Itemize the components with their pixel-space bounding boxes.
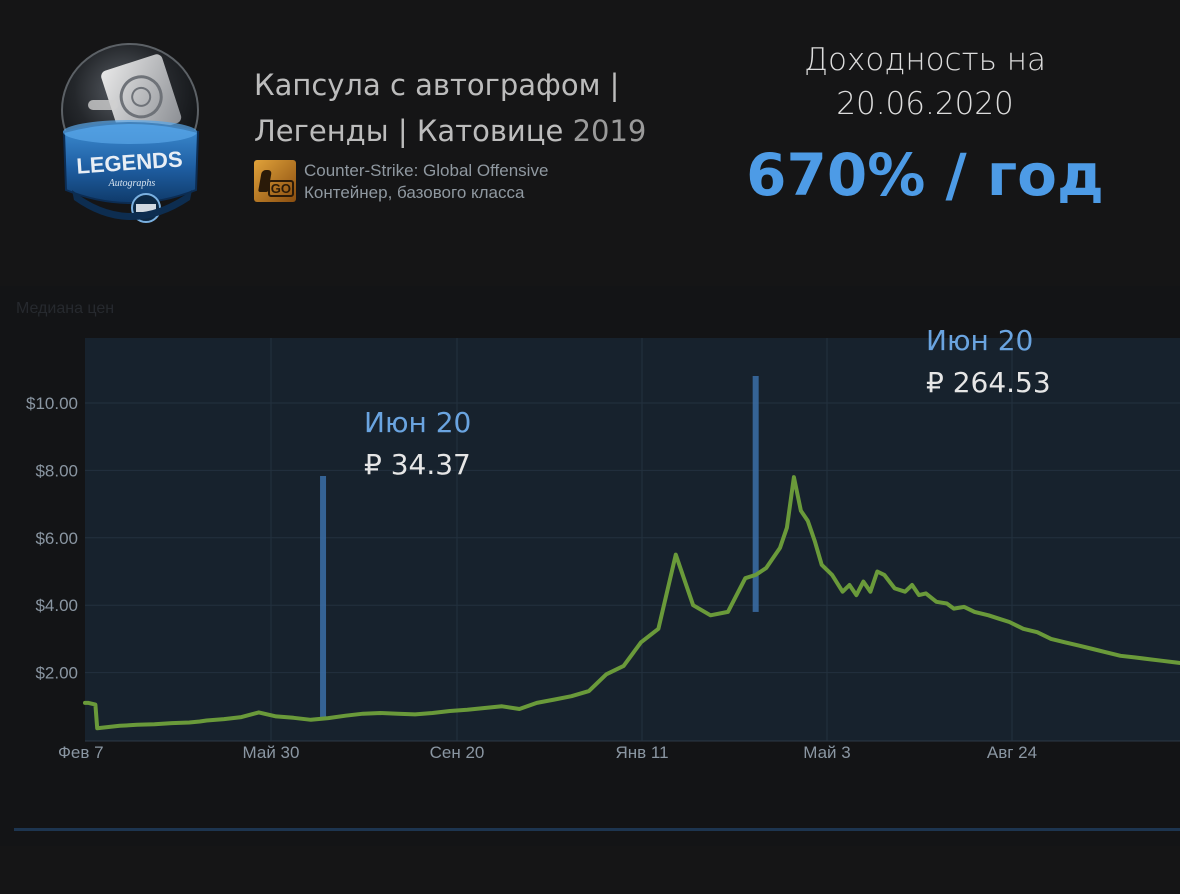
x-tick-label: Фев 7 [58, 743, 104, 762]
yield-label-line1: Доходность на [803, 42, 1047, 78]
x-tick-label: Май 3 [803, 743, 850, 762]
x-tick-label: Май 30 [243, 743, 300, 762]
item-title-year: 2019 [572, 114, 647, 148]
x-tick-label: Сен 20 [430, 743, 485, 762]
y-tick-label: $8.00 [35, 461, 78, 480]
chart-svg[interactable]: $2.00 $4.00 $6.00 $8.00 $10.00 Фев 7 Май 30 Сен… [0, 286, 1180, 846]
annotation-date: Июн 20 [364, 406, 472, 439]
item-title: Капсула с автографом | Легенды | Катовиц… [254, 62, 674, 154]
price-line [83, 475, 1180, 731]
y-tick-label: $4.00 [35, 596, 78, 615]
y-tick-label: $10.00 [26, 394, 78, 413]
y-axis-label: Медиана цен [16, 300, 115, 317]
annotation-price: ₽ 34.37 [364, 448, 471, 481]
range-slider-track [14, 828, 1180, 831]
annotation-marker [752, 376, 759, 612]
y-tick-label: $2.00 [35, 664, 78, 683]
capsule-image: LEGENDS Autographs [61, 43, 200, 223]
yield-value: 670% / год [746, 141, 1104, 209]
item-title-line1: Капсула с автографом | [254, 68, 620, 102]
item-title-name: Легенды | Катовице [254, 114, 573, 148]
x-tick-label: Авг 24 [987, 743, 1037, 762]
game-name: Counter-Strike: Global Offensive [304, 161, 549, 180]
csgo-badge: GO [267, 180, 294, 197]
item-title-line2: Легенды | Катовице 2019 [254, 108, 674, 154]
yield-date: 20.06.2020 [836, 86, 1014, 122]
plot-area [85, 338, 1180, 741]
annotation-date: Июн 20 [926, 324, 1034, 357]
header: LEGENDS Autographs Капсула с автографом … [0, 0, 1180, 280]
y-tick-label: $6.00 [35, 529, 78, 548]
capsule-sublabel: Autographs [108, 178, 156, 189]
x-tick-label: Янв 11 [615, 743, 668, 762]
csgo-icon: GO [254, 160, 296, 202]
item-type: Контейнер, базового класса [304, 183, 525, 202]
annotation-marker [320, 476, 327, 720]
yield-label: Доходность на 20.06.2020 [760, 38, 1090, 126]
price-chart: Медиана цен $2.00 $4.00 $6.00 $8.00 $10.00 Фе… [0, 286, 1180, 846]
annotation-price: ₽ 264.53 [926, 366, 1051, 399]
